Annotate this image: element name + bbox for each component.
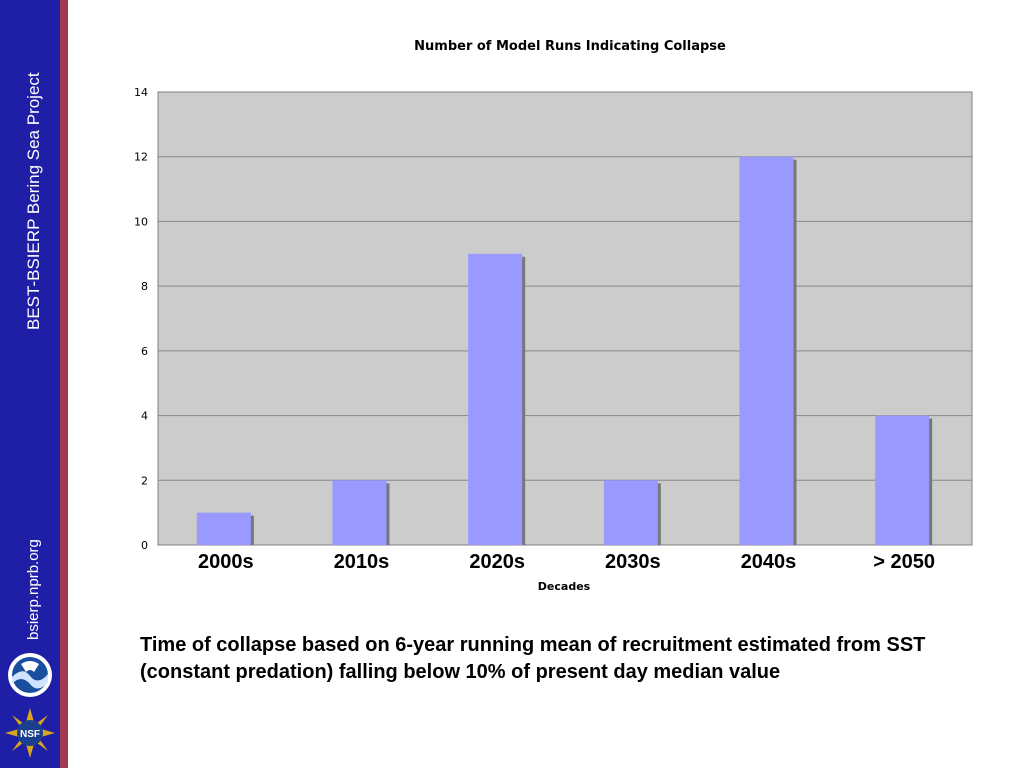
y-axis-ticks: 0 2 4 6 8 10 12 14 — [134, 86, 148, 552]
caption: Time of collapse based on 6-year running… — [140, 634, 926, 683]
chart-title: Number of Model Runs Indicating Collapse — [414, 39, 726, 54]
gridlines — [158, 156, 972, 481]
y-tick-label: 8 — [141, 280, 148, 293]
sidebar — [0, 0, 60, 768]
y-tick-label: 12 — [134, 151, 148, 164]
x-axis-label: Decades — [538, 580, 591, 593]
sidebar-stripe — [60, 0, 68, 768]
bar-4 — [739, 156, 794, 545]
bar-chart: Number of Model Runs Indicating Collapse… — [134, 39, 973, 593]
x-tick-label: > 2050 — [873, 551, 935, 573]
x-tick-label: 2030s — [605, 551, 661, 573]
y-tick-label: 14 — [134, 86, 148, 99]
x-tick-label: 2000s — [198, 551, 254, 573]
site-url[interactable]: bsierp.nprb.org — [25, 539, 42, 640]
nsf-label: NSF — [20, 729, 40, 740]
bar-2 — [468, 253, 523, 546]
bar-3 — [603, 480, 658, 545]
bar-0 — [196, 512, 251, 545]
x-tick-label: 2020s — [469, 551, 525, 573]
y-tick-label: 2 — [141, 474, 148, 487]
plot-area — [157, 91, 973, 546]
x-tick-label: 2010s — [334, 551, 390, 573]
nsf-logo: NSF — [5, 708, 55, 758]
bar-5 — [875, 415, 930, 545]
x-tick-label: 2040s — [741, 551, 797, 573]
y-tick-label: 0 — [141, 539, 148, 552]
bars — [196, 156, 933, 546]
noaa-logo — [8, 653, 52, 697]
y-tick-label: 4 — [141, 410, 148, 423]
bar-1 — [332, 480, 387, 545]
y-tick-label: 6 — [141, 345, 148, 358]
y-tick-label: 10 — [134, 215, 148, 228]
x-axis-ticks: 2000s 2010s 2020s 2030s 2040s > 2050 — [198, 551, 935, 573]
project-title: BEST-BSIERP Bering Sea Project — [24, 72, 43, 330]
